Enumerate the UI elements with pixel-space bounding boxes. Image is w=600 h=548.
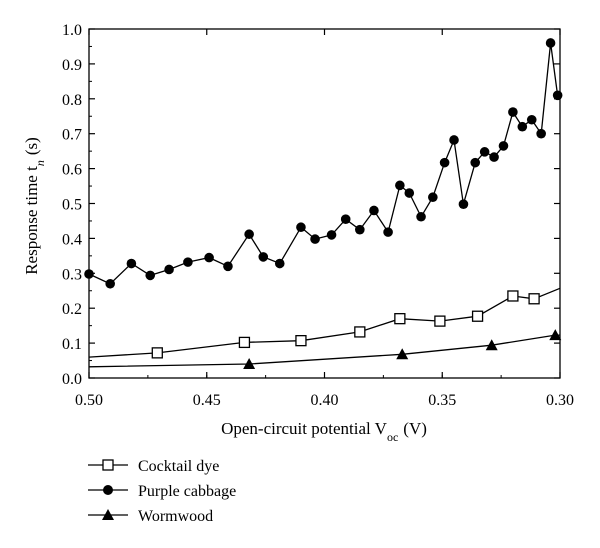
data-point-purple-cabbage <box>470 157 481 168</box>
data-point-purple-cabbage <box>183 257 193 267</box>
series-cocktail-dye <box>88 287 561 359</box>
data-point-purple-cabbage <box>458 199 469 209</box>
series-wormwood <box>88 329 562 370</box>
legend-marker-cocktail-dye <box>102 459 114 471</box>
y-tick-label: 0.1 <box>62 336 82 353</box>
y-tick-label: 0.3 <box>62 266 82 283</box>
legend-label-cocktail-dye: Cocktail dye <box>138 458 219 475</box>
data-point-wormwood <box>485 339 498 351</box>
data-point-purple-cabbage <box>508 107 518 117</box>
data-point-purple-cabbage <box>404 188 415 198</box>
data-point-cocktail-dye <box>434 315 446 327</box>
data-point-purple-cabbage <box>545 38 556 48</box>
y-tick-label: 0.0 <box>62 371 82 388</box>
plot-frame <box>88 28 561 379</box>
y-tick-label: 0.4 <box>62 231 82 248</box>
data-point-purple-cabbage <box>204 252 214 263</box>
data-point-purple-cabbage <box>326 230 337 240</box>
y-axis-title: Response time tn (s) <box>22 137 47 275</box>
data-point-purple-cabbage <box>84 269 94 279</box>
data-point-cocktail-dye <box>295 335 307 347</box>
data-point-purple-cabbage <box>449 135 459 145</box>
data-point-purple-cabbage <box>258 252 269 262</box>
x-tick-label: 0.50 <box>75 392 103 409</box>
legend-label-wormwood: Wormwood <box>138 508 213 525</box>
ticks: 0.50 0.45 0.40 0.35 0.30 0.0 0.1 0.2 0.3 0.4 0.5 0.… <box>62 22 574 409</box>
data-point-purple-cabbage <box>164 264 174 275</box>
x-tick-label: 0.30 <box>546 392 574 409</box>
x-tick-label: 0.40 <box>311 392 339 409</box>
legend-item-wormwood: Wormwood <box>88 508 213 525</box>
data-point-purple-cabbage <box>145 270 156 281</box>
data-point-purple-cabbage <box>274 258 285 269</box>
x-axis-title-unit: (V) <box>403 419 427 438</box>
y-axis-title-main: Response time t <box>22 166 41 275</box>
data-point-purple-cabbage <box>105 278 115 289</box>
y-tick-label: 0.6 <box>62 162 82 179</box>
y-tick-label: 1.0 <box>62 22 82 39</box>
legend-item-purple-cabbage: Purple cabbage <box>88 483 236 500</box>
data-point-cocktail-dye <box>354 326 366 338</box>
data-point-purple-cabbage <box>428 192 438 203</box>
series-purple-cabbage <box>84 38 563 289</box>
data-point-purple-cabbage <box>244 229 254 240</box>
data-point-purple-cabbage <box>416 211 426 222</box>
x-axis-title: Open-circuit potential Voc (V) <box>221 419 427 444</box>
data-point-purple-cabbage <box>383 227 393 237</box>
y-tick-label: 0.5 <box>62 197 82 214</box>
legend-item-cocktail-dye: Cocktail dye <box>88 458 219 475</box>
data-point-cocktail-dye <box>151 347 163 359</box>
data-point-cocktail-dye <box>238 336 251 349</box>
data-point-purple-cabbage <box>498 141 509 151</box>
data-point-purple-cabbage <box>355 224 365 235</box>
data-point-purple-cabbage <box>395 180 405 191</box>
data-point-wormwood <box>243 358 256 370</box>
y-tick-label: 0.9 <box>62 57 82 74</box>
data-point-purple-cabbage <box>536 128 546 139</box>
data-point-purple-cabbage <box>552 90 563 101</box>
data-point-purple-cabbage <box>439 157 450 168</box>
y-tick-label: 0.2 <box>62 301 82 318</box>
legend-marker-wormwood <box>102 509 114 520</box>
legend-marker-purple-cabbage <box>103 485 113 495</box>
data-point-purple-cabbage <box>340 214 351 225</box>
data-point-purple-cabbage <box>526 114 537 125</box>
x-axis-title-main: Open-circuit potential V <box>221 419 388 438</box>
data-point-purple-cabbage <box>479 147 490 157</box>
legend: Cocktail dye Purple cabbage Wormwood <box>88 458 236 525</box>
data-point-wormwood <box>549 329 562 341</box>
x-axis-title-sub: oc <box>387 430 398 444</box>
x-tick-label: 0.35 <box>428 392 456 409</box>
data-point-purple-cabbage <box>223 261 233 272</box>
data-point-purple-cabbage <box>296 222 306 233</box>
data-point-purple-cabbage <box>489 152 499 162</box>
y-axis-title-unit: (s) <box>22 137 41 155</box>
y-axis-title-sub: n <box>33 160 47 166</box>
y-tick-label: 0.8 <box>62 92 82 109</box>
axes <box>88 28 561 379</box>
series-layer <box>84 38 563 370</box>
data-point-purple-cabbage <box>369 205 379 216</box>
data-point-purple-cabbage <box>126 258 137 269</box>
data-point-cocktail-dye <box>528 293 540 305</box>
legend-label-purple-cabbage: Purple cabbage <box>138 483 236 500</box>
data-point-cocktail-dye <box>471 310 484 322</box>
data-point-cocktail-dye <box>394 313 406 325</box>
data-point-purple-cabbage <box>310 234 320 244</box>
data-point-cocktail-dye <box>507 290 519 302</box>
x-tick-label: 0.45 <box>193 392 221 409</box>
y-tick-label: 0.7 <box>62 127 82 144</box>
series-line-purple-cabbage <box>88 42 560 285</box>
data-point-purple-cabbage <box>517 121 528 132</box>
data-point-wormwood <box>396 348 409 360</box>
